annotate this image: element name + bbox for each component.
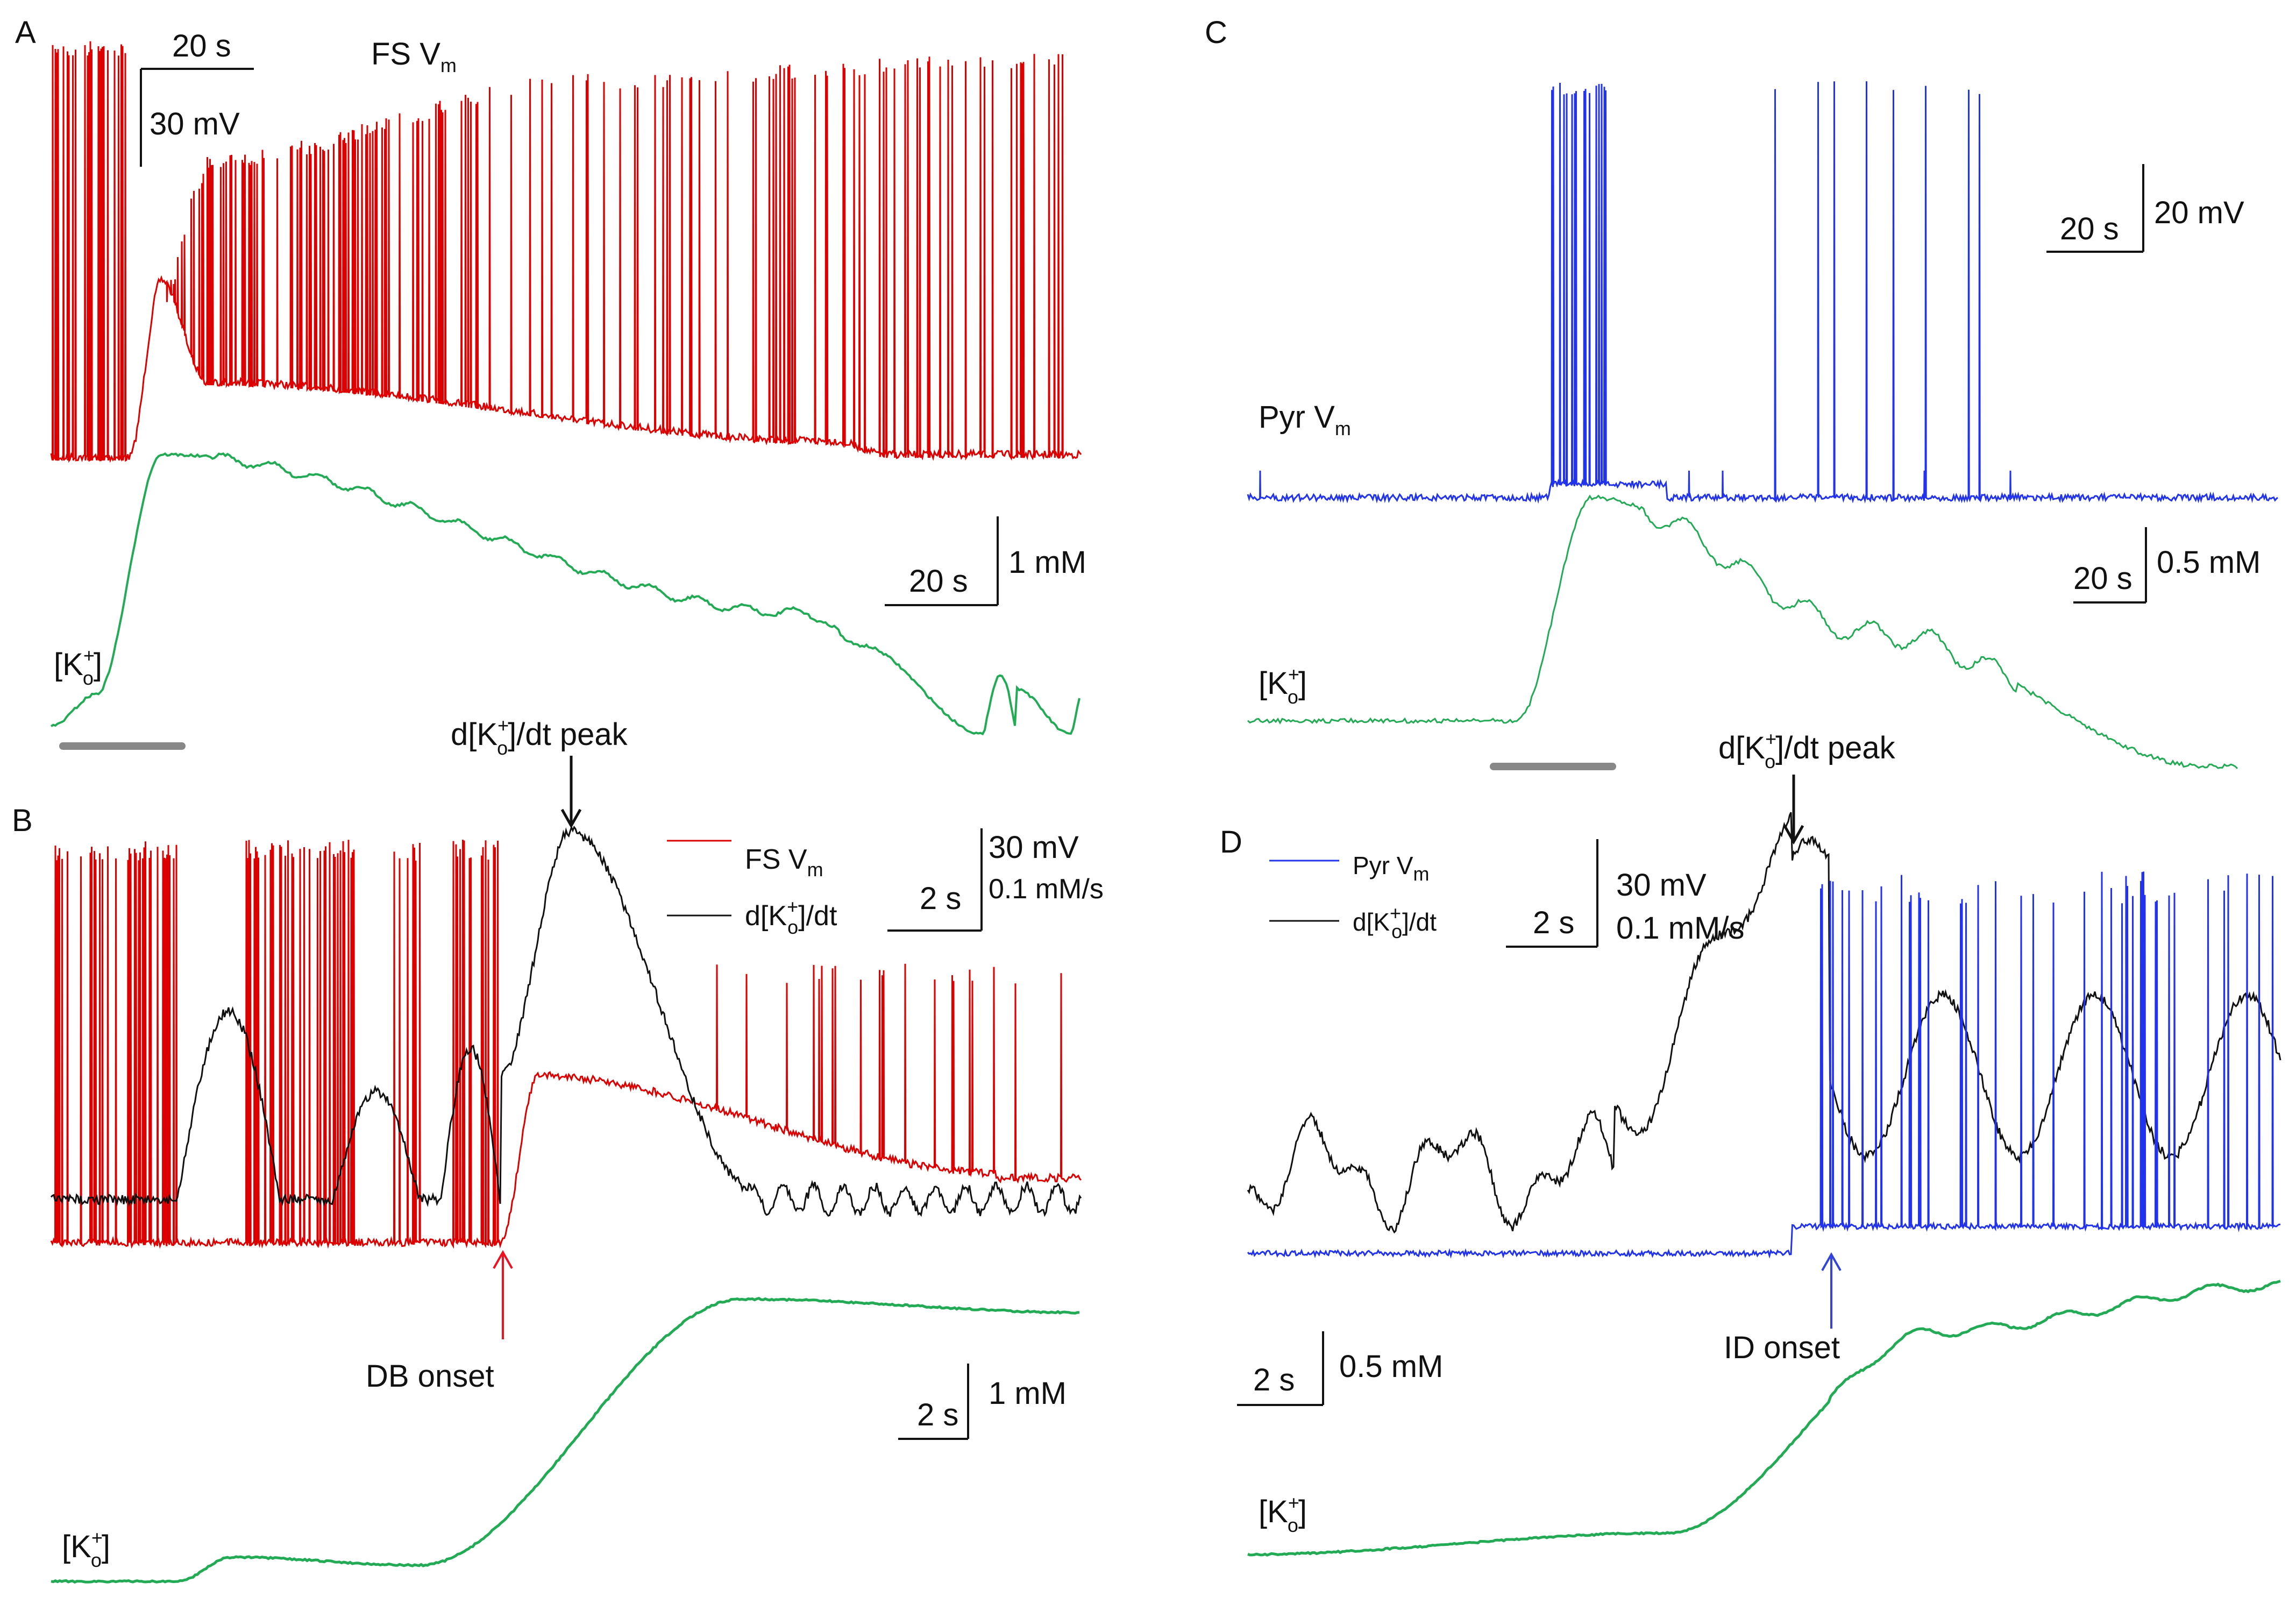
panel-a-fs-vm-trace [51, 41, 1081, 460]
panel-a-k-label: [K+ o] [54, 644, 102, 689]
panel-c-pyr-label: Pyr Vm [1259, 400, 1351, 439]
db-onset-arrow [494, 1252, 512, 1339]
panel-d-volt-scale: 30 mV [1616, 868, 1707, 903]
panel-d-k-time-scale: 2 s [1253, 1362, 1295, 1397]
panel-c-stimulus-bar [1490, 763, 1616, 770]
panel-b-time-scale: 2 s [920, 881, 961, 916]
panel-d-label: D [1220, 825, 1242, 860]
panel-a-time-scale: 20 s [172, 29, 231, 63]
panel-d-peak-arrow [1785, 775, 1803, 842]
panel-a-label: A [15, 15, 36, 50]
id-onset-arrow [1822, 1254, 1840, 1329]
panel-b-k-conc-scale: 1 mM [989, 1376, 1067, 1411]
panel-b-peak-arrow [562, 756, 580, 826]
panel-b-rate-scale: 0.1 mM/s [989, 874, 1104, 905]
panel-d-legend-deriv-label: d[K+ o]/dt [1353, 902, 1437, 942]
panel-c-k-trace [1248, 496, 2237, 769]
panel-b-k-trace [51, 1298, 1079, 1582]
panel-c-time-scale: 20 s [2060, 211, 2119, 246]
panel-c-k-label: [K+ o] [1259, 663, 1307, 708]
id-onset-label: ID onset [1724, 1330, 1840, 1365]
panel-d-k-trace [1248, 1281, 2280, 1556]
panel-b-k-time-scale: 2 s [917, 1397, 958, 1432]
panel-b-label: B [12, 803, 33, 838]
panel-b-legend-deriv-label: d[K+ o]/dt [745, 896, 837, 938]
panel-a-k-time-scale: 20 s [909, 564, 968, 599]
db-onset-label: DB onset [366, 1359, 494, 1394]
panel-c-label: C [1205, 15, 1227, 50]
panel-d-peak-label: d[K+ o]/dt peak [1718, 728, 1896, 772]
panel-b-peak-label: d[K+ o]/dt peak [451, 714, 628, 759]
panel-d-time-scale: 2 s [1533, 905, 1574, 940]
panel-c-pyr-vm-trace [1248, 81, 2278, 501]
panel-d-k-label: [K+ o] [1259, 1492, 1307, 1536]
panel-c-k-time-scale: 20 s [2073, 561, 2132, 596]
panel-b-volt-scale: 30 mV [989, 830, 1079, 865]
panel-d-k-conc-scale: 0.5 mM [1339, 1349, 1443, 1384]
figure: A 20 s 30 mV FS Vm 20 s 1 mM [K+ o] B d[K… [0, 0, 2296, 1597]
panel-d-legend-pyr-label: Pyr Vm [1353, 851, 1429, 885]
panel-b-legend-fs-label: FS Vm [745, 844, 823, 881]
panel-a-fs-label: FS Vm [371, 37, 457, 76]
panel-a-stimulus-bar [59, 742, 186, 750]
panel-c-k-conc-scale: 0.5 mM [2157, 545, 2261, 580]
panel-a-volt-scale: 30 mV [150, 107, 240, 141]
panel-d-rate-scale: 0.1 mM/s [1616, 911, 1745, 946]
panel-b-k-label: [K+ o] [62, 1527, 110, 1571]
panel-c-volt-scale: 20 mV [2154, 195, 2244, 230]
panel-a-k-conc-scale: 1 mM [1008, 545, 1086, 580]
